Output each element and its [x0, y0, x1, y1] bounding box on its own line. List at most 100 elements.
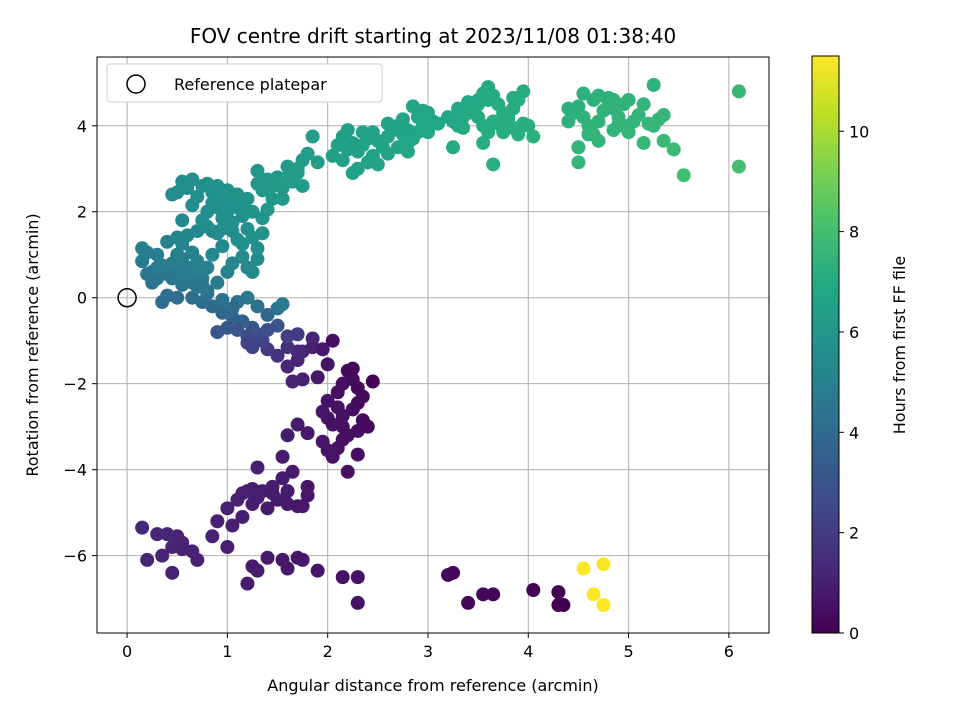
data-point [516, 116, 531, 131]
x-tick-label: 2 [323, 642, 333, 661]
y-tick-label: 0 [77, 289, 87, 308]
data-point [185, 198, 200, 213]
data-point [631, 108, 646, 123]
data-point [280, 484, 295, 499]
data-point [235, 249, 250, 264]
data-point [471, 97, 486, 112]
data-point [275, 449, 290, 464]
data-point [340, 123, 355, 138]
data-point [300, 146, 315, 161]
data-point [310, 563, 325, 578]
data-point [310, 155, 325, 170]
data-point [476, 587, 491, 602]
scatter-points [135, 77, 746, 613]
data-point [586, 587, 601, 602]
data-point [290, 327, 305, 342]
data-point [255, 211, 270, 226]
data-point [731, 84, 746, 99]
data-point [621, 125, 636, 140]
data-point [511, 127, 526, 142]
data-point [290, 417, 305, 432]
data-point [270, 170, 285, 185]
data-point [175, 542, 190, 557]
y-tick-label: 2 [77, 203, 87, 222]
data-point [225, 187, 240, 202]
data-point [380, 146, 395, 161]
data-point [556, 598, 571, 613]
data-point [496, 125, 511, 140]
data-point [165, 565, 180, 580]
data-point [676, 168, 691, 183]
x-tick-label: 4 [523, 642, 533, 661]
data-point [300, 426, 315, 441]
data-point [355, 413, 370, 428]
data-point [270, 348, 285, 363]
data-point [340, 464, 355, 479]
data-point [295, 178, 310, 193]
data-point [235, 509, 250, 524]
data-point [245, 264, 260, 279]
data-point [305, 331, 320, 346]
data-point [526, 583, 541, 598]
data-point [621, 92, 636, 107]
data-point [245, 559, 260, 574]
data-point [275, 181, 290, 196]
data-point [476, 135, 491, 150]
data-point [506, 90, 521, 105]
colorbar-ticks: 0 2 4 6 8 10 [839, 122, 869, 643]
data-point [235, 236, 250, 251]
data-point [200, 284, 215, 299]
data-point [155, 548, 170, 563]
x-tick-label: 0 [122, 642, 132, 661]
data-point [250, 252, 265, 267]
data-point [335, 153, 350, 168]
data-point [140, 552, 155, 567]
data-point [596, 598, 611, 613]
data-point [230, 322, 245, 337]
data-point [185, 290, 200, 305]
data-point [591, 133, 606, 148]
data-point [596, 557, 611, 572]
data-point [180, 181, 195, 196]
data-point [576, 86, 591, 101]
x-tick-label: 1 [222, 642, 232, 661]
data-point [215, 239, 230, 254]
data-point [290, 163, 305, 178]
data-point [135, 241, 150, 256]
data-point [260, 501, 275, 516]
colorbar-tick-label: 2 [849, 524, 859, 543]
x-tick-label: 6 [724, 642, 734, 661]
data-point [135, 520, 150, 535]
data-point [240, 576, 255, 591]
colorbar: 0 2 4 6 8 10 Hours from first FF file [811, 55, 909, 643]
data-point [225, 518, 240, 533]
data-point [260, 307, 275, 322]
data-point [516, 84, 531, 99]
data-point [551, 585, 566, 600]
data-point [586, 92, 601, 107]
legend-box [106, 63, 383, 103]
data-point [461, 595, 476, 610]
legend: Reference platepar [106, 63, 383, 103]
data-point [225, 256, 240, 271]
data-point [285, 374, 300, 389]
data-point [335, 570, 350, 585]
data-point [170, 290, 185, 305]
data-point [320, 357, 335, 372]
data-point [275, 191, 290, 206]
x-axis-label: Angular distance from reference (arcmin) [267, 676, 598, 695]
data-point [240, 221, 255, 236]
data-point [210, 514, 225, 529]
data-point [526, 129, 541, 144]
data-point [646, 77, 661, 92]
data-point [240, 484, 255, 499]
data-point [150, 527, 165, 542]
data-point [355, 125, 370, 140]
data-point [275, 471, 290, 486]
data-point [441, 567, 456, 582]
data-point [250, 163, 265, 178]
data-point [451, 101, 466, 116]
data-point [280, 428, 295, 443]
data-point [150, 260, 165, 275]
